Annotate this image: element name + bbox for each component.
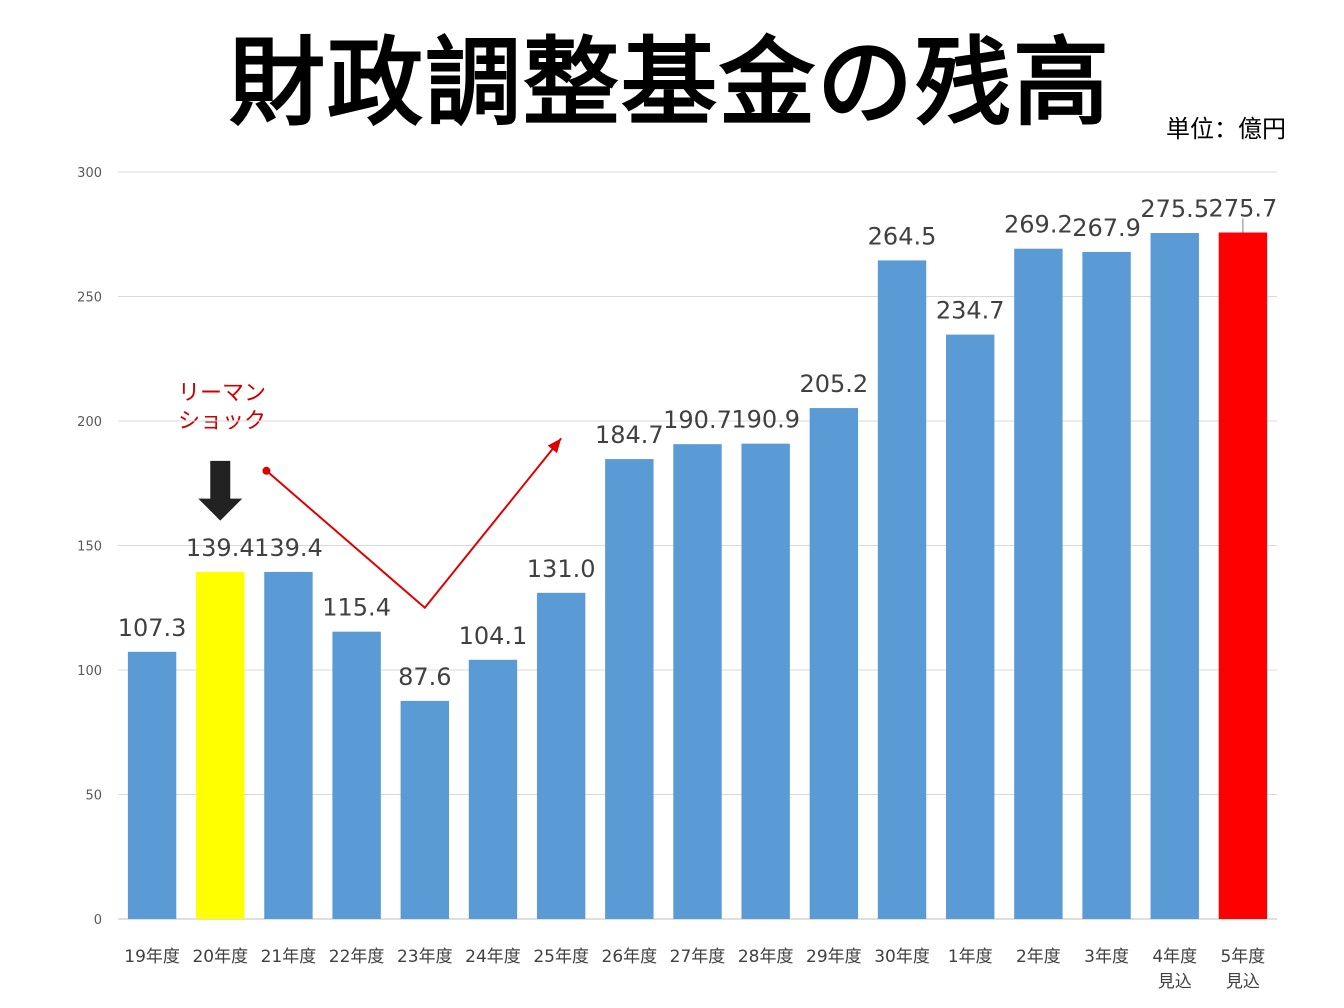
data-label: 87.6 — [398, 663, 451, 691]
data-label: 264.5 — [868, 222, 937, 250]
data-label: 234.7 — [936, 297, 1005, 325]
x-tick-label: 29年度 — [806, 947, 862, 967]
bar — [605, 459, 654, 919]
y-tick-label: 0 — [94, 913, 102, 928]
bar — [332, 631, 381, 919]
y-tick-label: 250 — [77, 291, 102, 306]
x-tick-label: 28年度 — [738, 947, 794, 967]
data-label: 131.0 — [527, 555, 596, 583]
data-label: 115.4 — [322, 594, 391, 622]
unit-label: 単位：億円 — [1166, 115, 1286, 143]
x-tick-label: 22年度 — [329, 947, 385, 967]
bar — [536, 592, 586, 919]
x-tick-label: 19年度 — [124, 947, 180, 967]
annotation-line-1: リーマン — [177, 381, 266, 406]
bar — [1150, 233, 1199, 919]
bar — [127, 651, 177, 919]
x-tick-label: 30年度 — [874, 947, 930, 967]
trend-line — [265, 437, 562, 610]
x-tick-label: 3年度 — [1084, 947, 1129, 967]
chart-title: 財政調整基金の残高 — [229, 27, 1111, 139]
data-label: 184.7 — [595, 421, 664, 449]
x-tick-label: 23年度 — [397, 947, 453, 967]
down-arrow-icon — [198, 460, 243, 521]
data-label: 107.3 — [118, 614, 187, 642]
data-label: 190.9 — [731, 406, 800, 434]
x-tick-label: 25年度 — [533, 947, 589, 967]
trend-arrowhead-icon — [547, 438, 562, 454]
data-label: 139.4 — [186, 534, 255, 562]
bar — [1082, 251, 1131, 919]
bar — [468, 659, 518, 919]
y-tick-label: 100 — [77, 664, 102, 679]
data-label: 139.4 — [254, 534, 323, 562]
bar — [196, 571, 245, 919]
x-tick-label: 4年度 — [1152, 947, 1197, 967]
bar — [946, 334, 995, 919]
bar — [400, 700, 449, 919]
x-tick-label: 26年度 — [602, 947, 658, 967]
x-tick-label: 21年度 — [261, 947, 317, 967]
x-tick-label: 27年度 — [670, 947, 726, 967]
bar — [1014, 248, 1063, 919]
y-axis-ticks: 0 50 100 150 200 250 300 — [77, 166, 102, 928]
bar — [264, 571, 313, 919]
data-label: 205.2 — [799, 370, 868, 398]
x-tick-label: 5年度 — [1220, 947, 1265, 967]
x-tick-label: 2年度 — [1016, 947, 1061, 967]
bar — [1218, 232, 1268, 919]
data-label: 104.1 — [459, 622, 528, 650]
bar — [741, 443, 790, 919]
data-label: 267.9 — [1072, 214, 1141, 242]
bars — [127, 232, 1268, 919]
bar — [809, 408, 859, 919]
data-label: 190.7 — [663, 406, 732, 434]
data-label: 275.7 — [1209, 195, 1278, 223]
data-label: 269.2 — [1004, 211, 1073, 239]
x-tick-label: 見込 — [1226, 972, 1260, 992]
x-tick-label: 24年度 — [465, 947, 521, 967]
data-label: 275.5 — [1140, 195, 1209, 223]
y-tick-label: 300 — [77, 166, 102, 181]
y-tick-label: 150 — [77, 540, 102, 555]
annotation-overlay — [198, 218, 1244, 610]
y-tick-label: 50 — [85, 789, 102, 804]
x-tick-label: 見込 — [1158, 972, 1192, 992]
bar — [673, 444, 722, 919]
x-tick-label: 1年度 — [948, 947, 993, 967]
y-tick-label: 200 — [77, 415, 102, 430]
x-axis-ticks: 19年度 20年度 21年度 22年度 23年度 24年度 25年度 26年度 27年度 28年度… — [124, 947, 1265, 992]
x-tick-label: 20年度 — [192, 947, 248, 967]
bar — [877, 260, 927, 919]
